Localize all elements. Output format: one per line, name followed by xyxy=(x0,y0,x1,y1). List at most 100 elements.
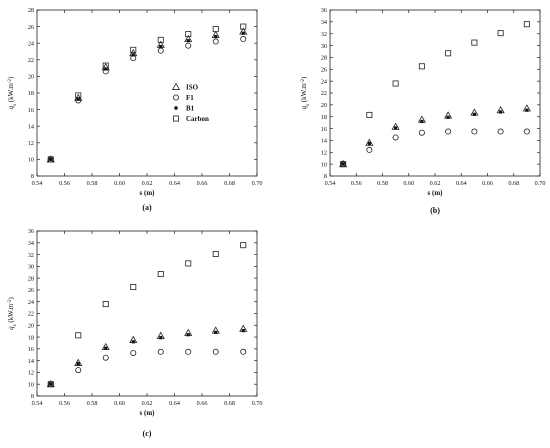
y-tick-label: 28 xyxy=(28,7,34,14)
x-tick-label: 0.66 xyxy=(197,180,208,187)
x-tick-label: 0.70 xyxy=(252,400,263,407)
legend: ISO F1 B1 Carbon xyxy=(171,82,209,123)
data-point xyxy=(186,39,190,43)
y-tick-label: 18 xyxy=(28,334,34,341)
data-point xyxy=(104,346,108,350)
data-point xyxy=(131,340,135,344)
x-tick-label: 0.62 xyxy=(142,400,153,407)
series-b1 xyxy=(341,108,529,166)
panel-label: (c) xyxy=(143,429,152,438)
data-point xyxy=(159,336,163,340)
y-tick-label: 26 xyxy=(28,24,34,31)
data-point xyxy=(499,110,503,114)
chart-panel-2: 0.54 0.56 0.58 0.60 0.62 0.64 0.66 0.68 0.70 8 10 1… xyxy=(300,7,545,215)
y-axis-label: qs (kW.m-2) xyxy=(7,76,18,109)
plot-frame xyxy=(36,9,258,177)
y-tick-label: 22 xyxy=(321,90,327,97)
y-tick-label: 26 xyxy=(321,66,327,73)
x-tick-label: 0.64 xyxy=(169,180,180,187)
data-point xyxy=(130,349,137,356)
data-point xyxy=(74,93,83,101)
x-tick-label: 0.68 xyxy=(508,180,519,187)
data-point xyxy=(445,128,452,135)
data-point xyxy=(76,361,80,366)
x-tick-label: 0.62 xyxy=(142,180,153,187)
plot-frame xyxy=(329,9,541,177)
chart-panel-3: 0.54 0.56 0.58 0.60 0.62 0.64 0.66 0.68 0.70 8 10 1… xyxy=(7,228,262,438)
series-iso xyxy=(339,104,531,168)
data-point xyxy=(212,250,219,257)
data-point xyxy=(102,62,109,69)
data-point xyxy=(471,128,478,135)
y-tick-label: 28 xyxy=(28,275,34,282)
data-point xyxy=(525,108,529,112)
y-axis-label: qs (kW.m-2) xyxy=(300,76,311,109)
data-point xyxy=(420,119,424,124)
legend-label: Carbon xyxy=(186,115,209,123)
y-tick-label: 18 xyxy=(28,90,34,97)
x-axis-label: s (m) xyxy=(140,189,156,197)
data-point xyxy=(130,283,137,290)
y-tick-label: 34 xyxy=(28,240,34,247)
data-point xyxy=(392,80,399,87)
data-point xyxy=(157,348,164,355)
plot-frame xyxy=(36,230,258,397)
y-tick-label: 10 xyxy=(321,161,327,168)
y-tick-label: 20 xyxy=(321,102,327,109)
y-tick-label: 28 xyxy=(321,55,327,62)
y-tick-label: 32 xyxy=(28,252,34,259)
x-tick-label: 0.64 xyxy=(169,400,180,407)
data-point xyxy=(212,38,219,45)
legend-label: B1 xyxy=(186,104,195,112)
y-tick-label: 12 xyxy=(28,370,34,377)
y-tick-label: 26 xyxy=(28,287,34,294)
data-point xyxy=(102,301,109,308)
y-tick-label: 24 xyxy=(321,78,327,85)
data-point xyxy=(523,128,530,135)
series-carbon xyxy=(47,242,247,388)
y-axis-label: qs (kW.m-2) xyxy=(7,296,18,329)
series-f1 xyxy=(340,128,530,168)
data-point xyxy=(74,358,83,366)
y-tick-label: 10 xyxy=(28,157,34,164)
data-point xyxy=(214,330,218,334)
y-tick-label: 30 xyxy=(321,43,327,50)
series-iso xyxy=(46,27,248,163)
data-point xyxy=(471,39,478,46)
data-point xyxy=(157,36,164,43)
x-tick-label: 0.64 xyxy=(456,180,467,187)
x-tick-label: 0.68 xyxy=(224,400,235,407)
series-f1 xyxy=(47,348,247,388)
data-point xyxy=(212,348,219,355)
data-point xyxy=(523,21,530,28)
y-tick-label: 10 xyxy=(28,381,34,388)
y-tick-label: 16 xyxy=(321,126,327,133)
x-tick-label: 0.66 xyxy=(197,400,208,407)
y-tick-label: 24 xyxy=(28,299,34,306)
y-tick-label: 14 xyxy=(28,358,34,365)
y-tick-label: 36 xyxy=(321,7,327,14)
data-point xyxy=(240,242,247,249)
y-tick-label: 14 xyxy=(321,138,327,145)
x-tick-label: 0.68 xyxy=(224,180,235,187)
data-point xyxy=(157,271,164,278)
data-point xyxy=(365,138,374,146)
x-tick-label: 0.54 xyxy=(32,180,43,187)
y-tick-label: 12 xyxy=(321,149,327,156)
data-point xyxy=(186,333,190,337)
data-point xyxy=(185,42,192,49)
data-point xyxy=(241,328,245,333)
y-tick-label: 22 xyxy=(28,57,34,64)
data-point xyxy=(394,126,398,130)
legend-label: ISO xyxy=(186,83,199,91)
x-tick-label: 0.60 xyxy=(403,180,414,187)
data-point xyxy=(102,354,109,361)
y-tick-label: 32 xyxy=(321,31,327,38)
legend-marker xyxy=(172,115,179,122)
data-point xyxy=(366,111,373,118)
data-point xyxy=(49,157,53,161)
y-tick-label: 24 xyxy=(28,40,34,47)
y-tick-label: 8 xyxy=(31,393,34,400)
